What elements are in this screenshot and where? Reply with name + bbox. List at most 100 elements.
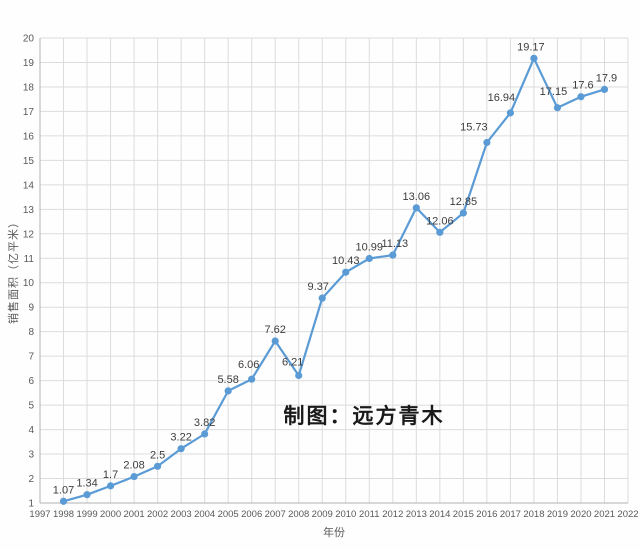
y-tick-label: 13 bbox=[23, 205, 35, 216]
data-point bbox=[553, 104, 562, 112]
x-axis-title: 年份 bbox=[323, 527, 345, 539]
x-tick-label: 2012 bbox=[382, 509, 403, 520]
data-point bbox=[365, 254, 373, 263]
data-point-label: 1.34 bbox=[76, 478, 97, 490]
axis-lines-group bbox=[39, 38, 628, 504]
watermark-text: 制图：远方青木 bbox=[283, 403, 445, 428]
data-point-label: 7.62 bbox=[264, 324, 285, 336]
data-point-label: 10.43 bbox=[332, 255, 360, 267]
data-point bbox=[318, 294, 326, 302]
y-tick-label: 14 bbox=[23, 180, 35, 191]
y-tick-label: 19 bbox=[23, 58, 35, 69]
data-point bbox=[201, 430, 209, 438]
data-point bbox=[83, 491, 91, 499]
data-points-group bbox=[59, 54, 609, 505]
x-tick-labels-group: 1997 1998 1999 2000 2001 2002 2003 2004 2005 2006… bbox=[29, 509, 638, 520]
data-point bbox=[106, 482, 115, 490]
data-point bbox=[600, 85, 609, 93]
data-point bbox=[271, 337, 279, 345]
series-line-group bbox=[62, 57, 606, 503]
x-tick-label: 2006 bbox=[241, 509, 262, 520]
y-tick-label: 8 bbox=[28, 327, 34, 338]
y-tick-label: 15 bbox=[23, 156, 35, 167]
data-point bbox=[224, 387, 232, 395]
data-point-label: 17.15 bbox=[540, 86, 568, 98]
y-tick-label: 3 bbox=[28, 450, 34, 461]
data-point-label: 1.7 bbox=[103, 469, 118, 481]
x-tick-label: 2008 bbox=[288, 509, 309, 520]
data-point-label: 6.21 bbox=[282, 356, 303, 368]
x-tick-label: 2011 bbox=[359, 509, 379, 520]
data-point bbox=[506, 109, 514, 117]
data-point-label: 9.37 bbox=[308, 281, 329, 293]
data-point bbox=[295, 371, 303, 380]
data-point bbox=[577, 93, 585, 101]
data-point bbox=[483, 138, 491, 147]
y-tick-label: 20 bbox=[23, 34, 35, 45]
x-tick-label: 1999 bbox=[76, 509, 97, 520]
data-point bbox=[130, 472, 138, 481]
x-tick-label: 1998 bbox=[53, 509, 74, 520]
data-point bbox=[412, 204, 420, 212]
x-tick-label: 2022 bbox=[617, 509, 638, 520]
data-point bbox=[154, 462, 162, 470]
data-point bbox=[530, 54, 538, 62]
x-tick-label: 1997 bbox=[29, 509, 50, 520]
x-tick-label: 2007 bbox=[265, 509, 286, 520]
y-tick-label: 16 bbox=[23, 131, 35, 142]
y-tick-label: 4 bbox=[28, 425, 34, 436]
y-tick-label: 11 bbox=[24, 254, 35, 265]
data-point-label: 6.06 bbox=[238, 359, 259, 371]
data-point-label: 19.17 bbox=[517, 41, 545, 53]
data-point-label: 3.82 bbox=[194, 417, 215, 429]
data-point-label: 15.73 bbox=[460, 122, 488, 134]
x-tick-label: 2016 bbox=[476, 509, 497, 520]
x-tick-label: 2020 bbox=[570, 509, 591, 520]
data-point bbox=[342, 268, 350, 276]
x-tick-label: 2010 bbox=[335, 509, 356, 520]
data-point-label: 12.06 bbox=[426, 215, 454, 227]
y-axis-title: 销售面积（亿平米） bbox=[8, 216, 20, 324]
data-point-label: 13.06 bbox=[403, 191, 431, 203]
gridlines-group bbox=[39, 37, 629, 504]
data-point bbox=[436, 228, 444, 236]
y-tick-label: 6 bbox=[28, 376, 34, 387]
y-tick-label: 18 bbox=[23, 82, 35, 93]
data-point-label: 17.9 bbox=[596, 72, 617, 84]
data-labels-group: 1.071.34 1.7 2.08 2.5 3.223.82 5.586.06 7.62 6.… bbox=[53, 41, 617, 496]
x-tick-label: 2004 bbox=[194, 509, 215, 520]
x-tick-label: 2013 bbox=[406, 509, 427, 520]
y-tick-label: 12 bbox=[23, 229, 35, 240]
data-point-label: 5.58 bbox=[217, 374, 238, 386]
x-tick-label: 2015 bbox=[453, 509, 474, 520]
data-point-label: 2.08 bbox=[123, 460, 144, 472]
data-point bbox=[459, 209, 467, 217]
data-point-label: 10.99 bbox=[356, 242, 384, 254]
data-point-label: 12.85 bbox=[450, 196, 478, 208]
x-tick-label: 2017 bbox=[500, 509, 521, 520]
y-tick-label: 1 bbox=[28, 499, 34, 510]
data-point-label: 11.13 bbox=[381, 238, 408, 250]
y-tick-label: 10 bbox=[23, 278, 35, 289]
data-point-label: 2.5 bbox=[150, 449, 165, 461]
data-point-label: 17.6 bbox=[572, 80, 593, 92]
y-tick-label: 7 bbox=[28, 352, 34, 363]
x-tick-label: 2005 bbox=[218, 509, 239, 520]
data-point bbox=[389, 251, 397, 259]
y-tick-label: 5 bbox=[28, 401, 34, 412]
x-tick-label: 2000 bbox=[100, 509, 121, 520]
data-point-label: 16.94 bbox=[488, 92, 516, 104]
x-tick-label: 2003 bbox=[171, 509, 192, 520]
series-line bbox=[62, 57, 606, 503]
x-tick-label: 2002 bbox=[147, 509, 168, 520]
x-tick-label: 2018 bbox=[523, 509, 544, 520]
y-tick-label: 17 bbox=[23, 107, 35, 118]
y-tick-label: 9 bbox=[28, 303, 34, 314]
data-point-label: 1.07 bbox=[53, 484, 74, 496]
data-point-label: 3.22 bbox=[170, 432, 191, 444]
data-point bbox=[177, 445, 185, 453]
data-point bbox=[59, 497, 68, 505]
